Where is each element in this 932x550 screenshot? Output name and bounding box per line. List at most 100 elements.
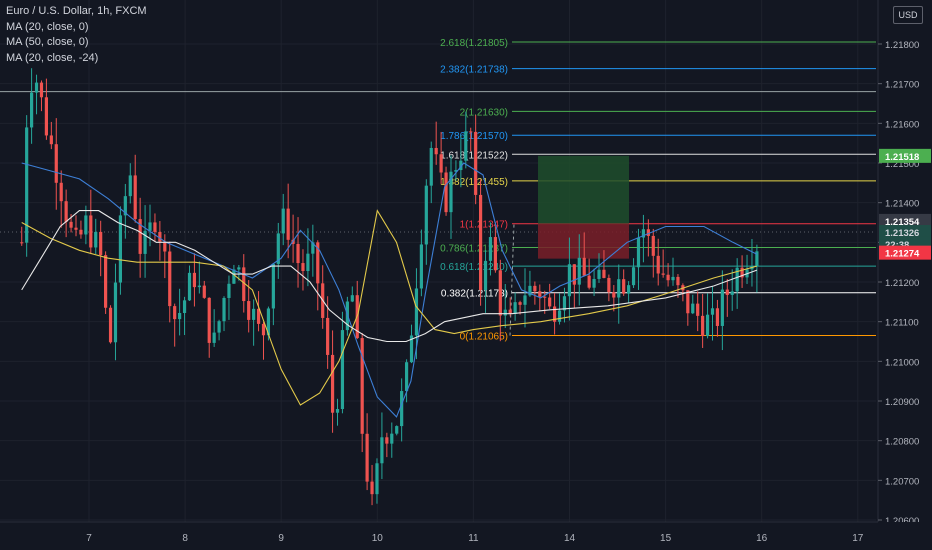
moving-average-line	[21, 210, 758, 343]
candle-body	[178, 313, 182, 320]
candle-body	[631, 267, 636, 286]
candle-body	[340, 330, 345, 410]
candle-body	[617, 279, 621, 298]
candle-body	[182, 300, 187, 314]
candle-body	[335, 409, 340, 413]
candle-body	[730, 291, 734, 295]
candle-body	[163, 241, 167, 252]
candle-body	[582, 257, 586, 276]
candle-body	[429, 147, 433, 186]
candle-body	[676, 276, 680, 286]
price-tick-label: 1.21000	[885, 357, 919, 368]
candle-body	[118, 215, 123, 283]
candle-body	[360, 338, 364, 434]
candle-body	[286, 208, 290, 240]
time-tick-label: 7	[86, 533, 92, 544]
price-tag	[879, 245, 931, 260]
symbol-title[interactable]: Euro / U.S. Dollar, 1h, FXCM	[6, 5, 147, 17]
time-tick-label: 10	[372, 533, 384, 544]
candle-body	[306, 253, 310, 272]
candle-body	[212, 332, 216, 343]
candle-body	[478, 194, 483, 290]
candle-body	[197, 285, 201, 288]
candle-body	[153, 222, 157, 232]
stop-loss-zone	[538, 223, 629, 259]
candle-body	[59, 182, 63, 202]
fib-level-label: 0(1.21065)	[460, 332, 508, 343]
price-tick-label: 1.21200	[885, 278, 919, 289]
candle-body	[622, 279, 626, 294]
candle-body	[29, 92, 34, 128]
candle-body	[99, 231, 103, 256]
candle-body	[523, 295, 527, 305]
candle-body	[518, 302, 522, 305]
candle-body	[656, 255, 660, 274]
ma-20-shifted-legend[interactable]: MA (20, close, -24)	[6, 51, 99, 64]
candle-body	[636, 237, 641, 268]
candle-body	[508, 309, 512, 314]
candle-body	[528, 285, 532, 296]
candle-body	[513, 302, 517, 314]
price-tick-label: 1.20700	[885, 476, 919, 487]
candle-body	[385, 437, 389, 444]
candle-body	[261, 323, 266, 336]
candle-body	[686, 290, 690, 314]
candle-body	[74, 227, 78, 230]
ma-20-legend[interactable]: MA (20, close, 0)	[6, 20, 89, 33]
candle-body	[641, 229, 646, 238]
candle-body	[444, 172, 448, 213]
candle-body	[414, 288, 419, 336]
candle-body	[498, 270, 502, 316]
price-tick-label: 1.21700	[885, 80, 919, 91]
candle-body	[84, 215, 88, 235]
ma-50-legend[interactable]: MA (50, close, 0)	[6, 36, 89, 48]
candle-body	[696, 303, 700, 316]
candle-body	[350, 295, 354, 302]
candle-body	[607, 277, 611, 293]
candle-body	[715, 308, 720, 326]
price-tick-label: 1.20800	[885, 437, 919, 448]
time-tick-label: 14	[564, 533, 576, 544]
candle-body	[533, 285, 537, 292]
candle-body	[79, 229, 83, 235]
candle-body	[301, 263, 305, 272]
long-position-tool[interactable]	[538, 155, 629, 259]
candle-body	[316, 242, 320, 284]
candle-body	[252, 308, 256, 320]
moving-average-line	[21, 162, 758, 418]
candle-body	[25, 127, 29, 243]
candle-body	[54, 144, 58, 183]
currency-badge[interactable]: USD	[893, 6, 923, 24]
candle-body	[439, 154, 443, 173]
candle-body	[39, 82, 44, 98]
candle-body	[232, 269, 236, 284]
price-tick-label: 1.20600	[885, 516, 919, 527]
candle-body	[64, 201, 68, 222]
candle-body	[400, 391, 404, 427]
candle-body	[474, 131, 478, 195]
candle-body	[755, 251, 759, 267]
fib-level-label: 2.382(1.21738)	[440, 65, 508, 76]
candle-body	[666, 274, 670, 281]
price-tag-label: 1.21274	[885, 249, 920, 260]
fib-level-label: 2(1.21630)	[460, 107, 508, 118]
moving-average-line	[21, 209, 758, 406]
moving-average-lines	[21, 162, 758, 418]
candle-body	[587, 275, 591, 288]
candle-body	[326, 317, 330, 355]
fib-level-label: 0.618(1.21240)	[440, 262, 508, 273]
candle-body	[276, 233, 280, 264]
candle-body	[602, 269, 606, 278]
candle-body	[543, 296, 547, 298]
candle-body	[222, 297, 226, 322]
time-tick-label: 8	[182, 533, 188, 544]
candle-body	[123, 196, 127, 216]
candle-body	[404, 362, 409, 392]
candle-body	[247, 301, 251, 320]
candle-body	[577, 257, 581, 285]
candle-body	[572, 264, 576, 285]
candle-body	[434, 147, 438, 155]
candle-body	[627, 285, 631, 294]
candle-body	[296, 243, 300, 264]
